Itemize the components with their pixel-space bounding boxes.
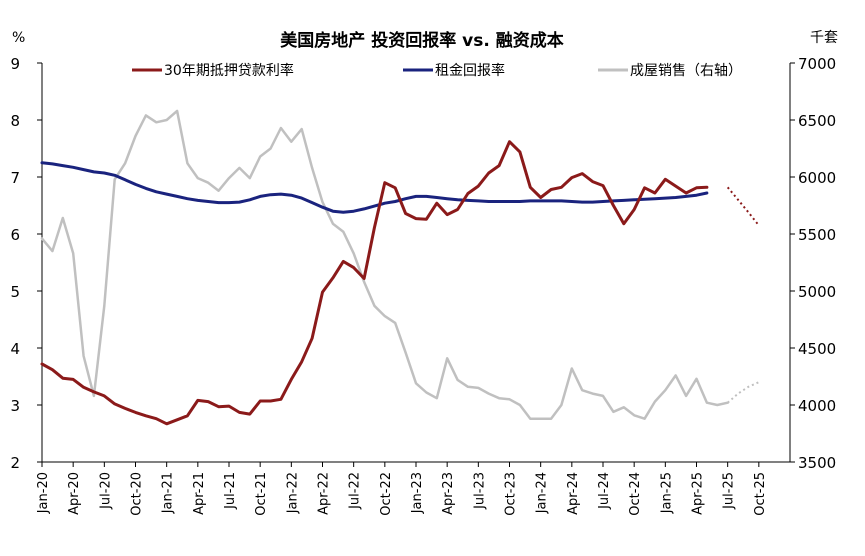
x-tick-label: Oct-21 — [254, 472, 269, 516]
x-tick-label: Jan-23 — [410, 472, 425, 514]
legend-label-rental-yield: 租金回报率 — [435, 62, 505, 79]
series-line-1 — [40, 161, 709, 214]
right-tick-label: 3500 — [798, 454, 836, 472]
right-tick-label: 4000 — [798, 397, 836, 415]
x-tick-label: Apr-25 — [691, 472, 706, 515]
x-tick-label: Oct-23 — [504, 472, 519, 516]
left-y-ticks: 2 3 4 5 6 7 8 9 — [10, 55, 42, 472]
series-line-2 — [40, 109, 729, 420]
series-layer — [40, 109, 760, 426]
x-tick-label: Oct-22 — [379, 472, 394, 516]
left-tick-label: 4 — [10, 340, 20, 358]
left-tick-label: 3 — [10, 397, 20, 415]
series-line-0 — [40, 140, 709, 426]
legend: 30年期抵押贷款利率 租金回报率 成屋销售（右轴） — [132, 62, 742, 79]
plot-frame — [41, 63, 791, 463]
x-tick-label: Jan-25 — [659, 472, 674, 514]
left-tick-label: 6 — [10, 226, 20, 244]
chart-title: 美国房地产 投资回报率 vs. 融资成本 — [280, 30, 563, 51]
legend-label-mortgage-rate: 30年期抵押贷款利率 — [164, 62, 294, 79]
right-y-ticks: 3500 4000 4500 5000 5500 6000 6500 7000 — [790, 55, 836, 472]
x-tick-label: Oct-25 — [753, 472, 768, 516]
left-tick-label: 7 — [10, 169, 20, 187]
left-tick-label: 2 — [10, 454, 20, 472]
x-tick-label: Apr-22 — [317, 472, 332, 515]
left-tick-label: 9 — [10, 55, 20, 73]
x-tick-label: Apr-24 — [566, 472, 581, 515]
x-tick-label: Jul-22 — [348, 472, 363, 510]
x-tick-label: Jul-23 — [472, 472, 487, 510]
right-tick-label: 5500 — [798, 226, 836, 244]
left-tick-label: 8 — [10, 112, 20, 130]
series-projection-0 — [726, 186, 760, 227]
x-tick-label: Jul-25 — [722, 472, 737, 510]
x-tick-label: Oct-20 — [130, 472, 145, 516]
right-tick-label: 6500 — [798, 112, 836, 130]
right-tick-label: 7000 — [798, 55, 836, 73]
legend-label-existing-home-sales: 成屋销售（右轴） — [630, 63, 742, 79]
series-projection-2 — [727, 381, 760, 404]
right-tick-label: 4500 — [798, 340, 836, 358]
x-tick-label: Apr-23 — [441, 472, 456, 515]
x-tick-label: Jul-20 — [98, 472, 113, 510]
x-tick-label: Oct-24 — [628, 472, 643, 516]
x-tick-label: Jan-20 — [36, 472, 51, 514]
x-tick-label: Jan-24 — [535, 472, 550, 514]
right-tick-label: 5000 — [798, 283, 836, 301]
x-tick-label: Jan-21 — [161, 472, 176, 514]
x-tick-label: Jul-21 — [223, 472, 238, 510]
x-ticks: Jan-20 Apr-20 Jul-20 Oct-20 Jan-21 Apr-21 Jul-… — [36, 462, 768, 516]
x-tick-label: Jan-22 — [285, 472, 300, 514]
left-tick-label: 5 — [10, 283, 20, 301]
x-tick-label: Apr-20 — [67, 472, 82, 515]
left-axis-unit: % — [12, 30, 25, 46]
x-tick-label: Apr-21 — [192, 472, 207, 515]
x-tick-label: Jul-24 — [597, 472, 612, 510]
right-tick-label: 6000 — [798, 169, 836, 187]
right-axis-unit: 千套 — [810, 30, 838, 46]
